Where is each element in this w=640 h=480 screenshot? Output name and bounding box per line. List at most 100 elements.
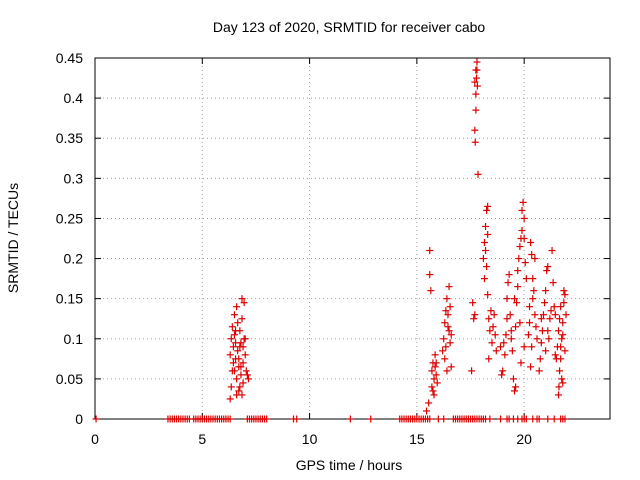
data-point [367,415,375,423]
x-tick-label: 0 [91,431,99,447]
data-point [428,383,436,391]
data-point [542,347,550,355]
data-point [561,347,569,355]
data-point [533,335,541,343]
data-point [509,375,517,383]
data-point [558,375,566,383]
data-point [507,335,515,343]
data-point [230,311,238,319]
data-point [535,415,543,423]
data-point [226,351,234,359]
data-point [561,291,569,299]
data-point [443,295,451,303]
data-point [535,367,543,375]
data-point [485,355,493,363]
y-tick-label: 0.25 [56,210,83,226]
data-point [232,339,240,347]
data-point [472,90,480,98]
data-point [522,275,530,283]
data-point [230,367,238,375]
data-point [237,363,245,371]
data-point [488,339,496,347]
data-point [427,287,435,295]
data-point [440,415,448,423]
data-point [508,347,516,355]
data-point [559,379,567,387]
data-point [442,307,450,315]
data-point [470,315,478,323]
data-point [230,331,238,339]
data-point [537,315,545,323]
y-tick-label: 0.4 [64,90,84,106]
data-point [545,335,553,343]
data-point [555,391,562,399]
data-point [514,267,522,275]
data-point [522,415,530,423]
data-point [473,74,481,82]
data-point [440,335,448,343]
data-point [469,299,477,307]
data-point [497,343,505,351]
x-tick-label: 5 [198,431,206,447]
data-point [519,198,527,206]
data-point [433,379,441,387]
data-point [92,415,100,423]
data-point [346,415,354,423]
data-point [263,415,271,423]
data-point [446,339,454,347]
data-point [499,367,507,375]
data-point [439,347,447,355]
data-point [446,303,454,311]
data-point [234,319,242,327]
data-point [229,359,237,367]
data-point [551,351,559,359]
data-point [503,315,511,323]
data-point [543,267,551,275]
y-axis-title: SRMTID / TECUs [5,183,21,293]
data-point [560,299,568,307]
data-point [517,359,525,367]
data-point [518,226,526,234]
data-point [468,367,476,375]
data-point [511,295,519,303]
data-point [447,363,455,371]
data-point [241,351,249,359]
data-point [426,415,434,423]
data-point [550,303,558,311]
data-point [503,295,511,303]
data-point [432,359,440,367]
data-point [518,206,526,214]
data-point [430,391,438,399]
data-point [557,343,565,351]
data-point [442,343,450,351]
data-point [429,387,437,395]
data-point [432,371,440,379]
data-point [232,327,240,335]
data-point [484,230,492,238]
data-point [548,247,556,255]
data-point [521,259,529,267]
data-point [544,263,552,271]
chart-title: Day 123 of 2020, SRMTID for receiver cab… [213,19,486,35]
data-point [238,391,246,399]
data-point [512,383,520,391]
data-point [233,303,241,311]
data-point [532,323,540,331]
data-point [479,255,487,263]
data-point [539,311,547,319]
data-point [502,331,510,339]
x-tick-label: 10 [302,431,318,447]
data-point [507,327,515,335]
data-point [527,363,535,371]
data-point [544,415,552,423]
data-point [557,303,565,311]
data-point [555,327,562,335]
data-point [524,331,532,339]
data-point [239,343,247,351]
data-point [471,311,479,319]
data-point [561,415,569,423]
y-tick-label: 0.15 [56,291,83,307]
data-point [486,327,494,335]
data-point [555,383,563,391]
data-point [431,351,439,359]
